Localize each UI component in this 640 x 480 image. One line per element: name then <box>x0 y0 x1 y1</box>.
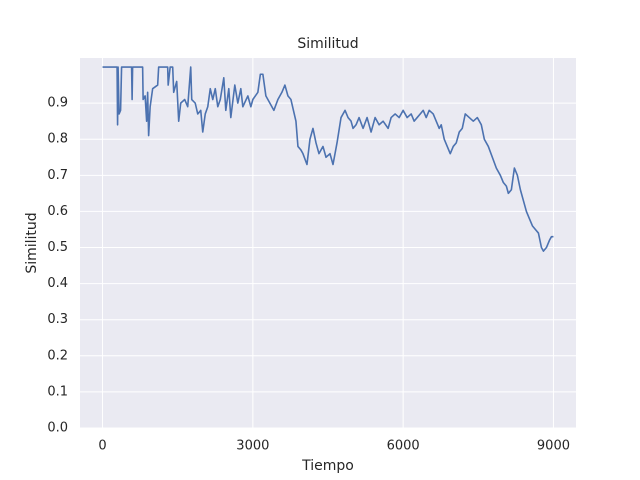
y-tick-label: 0.5 <box>47 240 68 255</box>
x-tick-label: 6000 <box>387 439 420 454</box>
plot-area <box>80 58 576 428</box>
y-tick-label: 0.8 <box>47 132 68 147</box>
chart-title: Similitud <box>297 36 358 52</box>
x-tick-label: 0 <box>98 439 106 454</box>
y-tick-label: 0.2 <box>47 348 68 363</box>
y-tick-label: 0.3 <box>47 312 68 327</box>
y-tick-label: 0.4 <box>47 276 68 291</box>
data-line <box>102 66 554 252</box>
y-tick-label: 0.0 <box>47 421 68 436</box>
y-tick-label: 0.9 <box>47 96 68 111</box>
x-axis-label: Tiempo <box>301 458 354 474</box>
y-tick-label: 0.7 <box>47 168 68 183</box>
y-tick-label: 0.1 <box>47 384 68 399</box>
y-axis-label: Similitud <box>24 212 40 273</box>
x-tick-label: 3000 <box>236 439 269 454</box>
x-tick-label: 9000 <box>537 439 570 454</box>
y-tick-label: 0.6 <box>47 204 68 219</box>
